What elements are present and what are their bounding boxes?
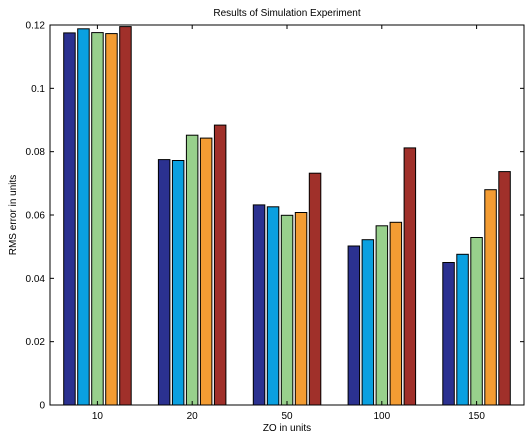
- bar-20-series-5: [213, 124, 227, 406]
- bar-100-series-2: [361, 239, 375, 406]
- x-tick-label: 10: [92, 411, 104, 422]
- bar-100-series-5: [403, 147, 417, 406]
- x-tick-label: 100: [373, 411, 390, 422]
- bar-50-series-3: [280, 214, 294, 406]
- bar-50-series-5: [308, 172, 322, 406]
- y-tick-label: 0.1: [31, 84, 45, 95]
- bar-150-series-5: [498, 171, 511, 406]
- bar-50-series-4: [294, 212, 308, 406]
- bar-150-series-4: [484, 189, 497, 406]
- y-tick-label: 0.04: [26, 274, 46, 285]
- bar-50-series-2: [266, 206, 280, 406]
- bars-group: [63, 26, 511, 406]
- bar-150-series-3: [470, 237, 483, 406]
- bar-100-series-1: [347, 245, 361, 406]
- y-axis: 0 0.02 0.04 0.06 0.08 0.1 0.12: [26, 21, 524, 412]
- plot-frame: [49, 24, 525, 406]
- y-tick-label: 0.08: [26, 147, 46, 158]
- y-tick-label: 0.12: [26, 21, 46, 32]
- bar-150-series-2: [456, 253, 469, 406]
- y-tick-label: 0: [39, 401, 45, 412]
- bar-100-series-3: [375, 225, 389, 406]
- x-axis-title: ZO in units: [263, 423, 311, 433]
- chart-title: Results of Simulation Experiment: [213, 8, 361, 19]
- bar-10-series-1: [63, 32, 76, 406]
- bar-20-series-3: [185, 134, 199, 406]
- x-axis: 10 20 50 100 150: [92, 25, 485, 422]
- x-tick-label: 20: [187, 411, 199, 422]
- bar-50-series-1: [252, 204, 266, 406]
- bar-150-series-1: [442, 262, 455, 406]
- bar-10-series-4: [105, 33, 118, 406]
- bar-10-series-2: [77, 28, 90, 406]
- y-axis-title: RMS error in units: [8, 175, 19, 256]
- y-tick-label: 0.06: [26, 211, 46, 222]
- bar-20-series-4: [199, 137, 213, 406]
- x-tick-label: 50: [281, 411, 293, 422]
- bar-100-series-4: [389, 221, 403, 406]
- bar-20-series-2: [171, 160, 185, 406]
- bar-10-series-5: [119, 26, 132, 406]
- bar-20-series-1: [157, 159, 171, 406]
- bar-10-series-3: [91, 32, 104, 406]
- x-tick-label: 150: [468, 411, 485, 422]
- y-tick-label: 0.02: [26, 337, 46, 348]
